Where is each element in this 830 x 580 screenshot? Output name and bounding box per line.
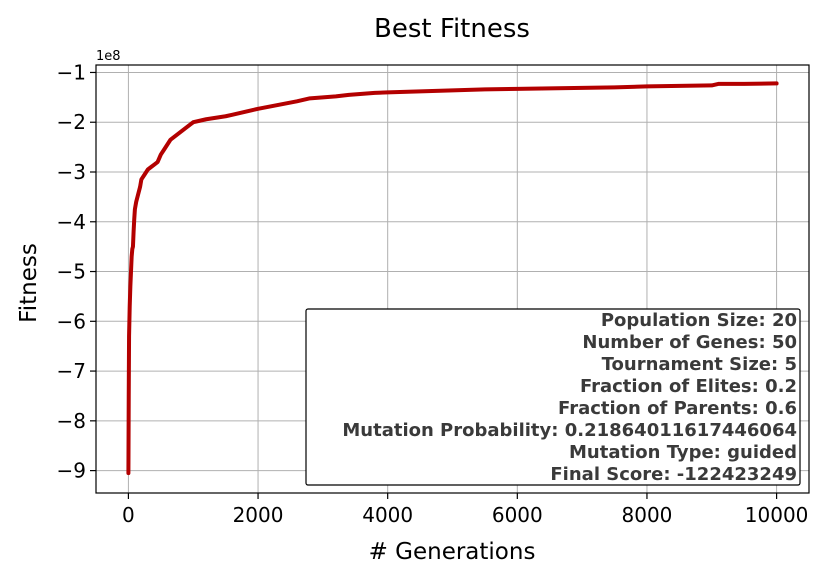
info-tournament-size: Tournament Size: 5 [602, 354, 797, 375]
info-box-frame [305, 308, 801, 486]
y-offset-label: 1e8 [96, 49, 121, 64]
y-tick-label: −9 [57, 459, 86, 483]
x-tick-label: 6000 [492, 503, 543, 527]
plot-frame [95, 64, 810, 494]
x-tick-label: 2000 [233, 503, 284, 527]
info-box: Population Size: 20 Number of Genes: 50 … [305, 308, 801, 486]
line-layer [126, 81, 779, 476]
y-tick-label: −4 [57, 210, 86, 234]
y-axis-label: Fitness [16, 243, 42, 323]
x-tick-label: 10000 [745, 503, 809, 527]
x-tick-label: 4000 [362, 503, 413, 527]
y-tick-label: −5 [57, 260, 86, 284]
info-number-of-genes: Number of Genes: 50 [582, 332, 797, 353]
x-axis-label: # Generations [369, 539, 536, 565]
info-fraction-of-elites: Fraction of Elites: 0.2 [580, 376, 797, 397]
chart-title: Best Fitness [374, 14, 530, 44]
fitness-line [126, 81, 779, 476]
y-tick-label: −8 [57, 409, 86, 433]
info-final-score: Final Score: -122423249 [550, 464, 797, 485]
info-population-size: Population Size: 20 [601, 310, 797, 331]
info-mutation-probability: Mutation Probability: 0.2186401161744606… [342, 420, 797, 441]
info-mutation-type: Mutation Type: guided [569, 442, 797, 463]
x-tick-label: 0 [122, 503, 135, 527]
ticks: 0 2000 4000 6000 8000 10000 −9 −8 −7 −6 −5 −4 −3 −2 −1 [57, 60, 809, 527]
y-tick-label: −3 [57, 160, 86, 184]
y-tick-label: −2 [57, 110, 86, 134]
y-tick-label: −7 [57, 359, 86, 383]
x-tick-label: 8000 [622, 503, 673, 527]
info-fraction-of-parents: Fraction of Parents: 0.6 [558, 398, 797, 419]
y-tick-label: −6 [57, 309, 86, 333]
y-tick-label: −1 [57, 60, 86, 84]
